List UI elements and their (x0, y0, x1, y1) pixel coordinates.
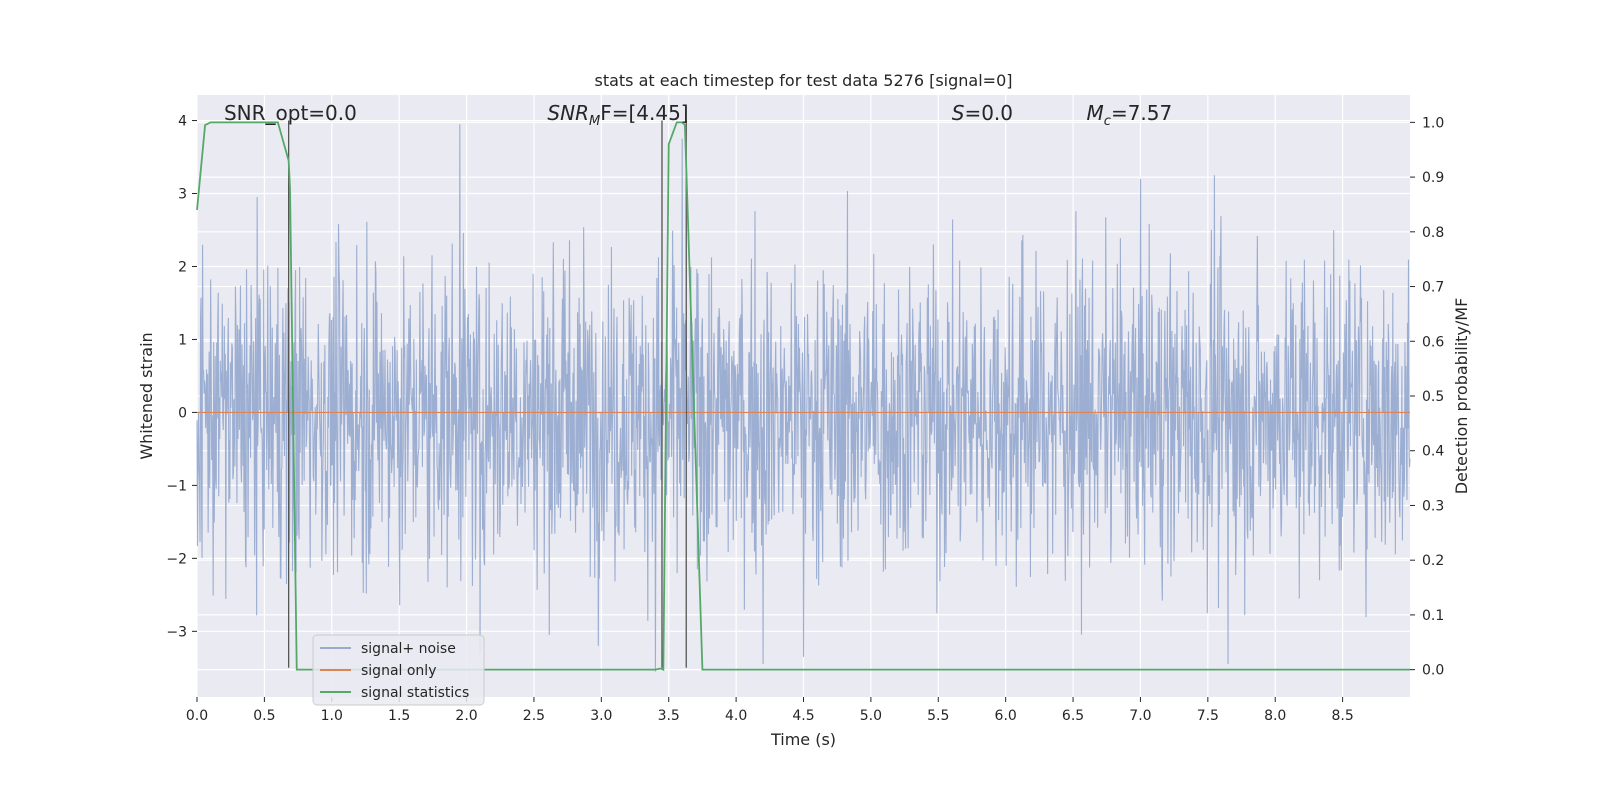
axes-layer: 0.0 0.5 1.0 1.5 2.0 2.5 3.0 3.5 4.0 4.5 5.0 5.5 6.0 6… (166, 114, 1444, 724)
legend-label: signal+ noise (361, 641, 456, 657)
y-left-tick-label: −2 (166, 551, 187, 567)
x-tick-label: 6.0 (995, 708, 1017, 724)
y-left-tick-label: 2 (178, 259, 187, 275)
stat-annotation: SNR_opt=0.0 (224, 101, 357, 125)
annotation-tail: =7.57 (1111, 101, 1172, 125)
y-axis-right-label: Detection probability/MF (1452, 298, 1471, 495)
y-left-tick-label: 0 (178, 405, 187, 421)
x-tick-label: 7.0 (1129, 708, 1151, 724)
x-tick-label: 6.5 (1062, 708, 1084, 724)
x-tick-label: 3.5 (658, 708, 680, 724)
y-left-tick-label: −1 (166, 478, 187, 494)
x-tick-label: 1.5 (388, 708, 410, 724)
annotation-main: S (952, 101, 965, 125)
legend: signal+ noise signal only signal statistic… (312, 634, 485, 706)
y-right-tick-label: 0.2 (1422, 553, 1444, 569)
signal-statistics-line (196, 121, 1410, 671)
marker-lines-layer (287, 120, 687, 668)
x-tick-label: 2.5 (523, 708, 545, 724)
x-tick-label: 2.0 (455, 708, 477, 724)
y-right-tick-label: 0.9 (1422, 170, 1444, 186)
annotation-subscript: c (1104, 114, 1111, 129)
stat-annotation: Mc=7.57 (1087, 101, 1173, 129)
y-right-tick-label: 0.8 (1422, 225, 1444, 241)
legend-box (312, 634, 485, 706)
noise-trace-line (196, 124, 1411, 672)
y-right-tick-label: 0.0 (1422, 663, 1444, 679)
y-right-tick-label: 0.3 (1422, 498, 1444, 514)
y-right-tick-label: 0.1 (1422, 608, 1444, 624)
x-tick-label: 0.5 (253, 708, 275, 724)
y-left-tick-label: 1 (178, 332, 187, 348)
y-right-tick-label: 0.4 (1422, 444, 1444, 460)
annotation-tail: F=[4.45] (600, 101, 688, 125)
stat-annotation: S=0.0 (952, 101, 1013, 125)
x-tick-label: 4.0 (725, 708, 747, 724)
legend-label: signal statistics (361, 685, 469, 701)
x-tick-label: 8.0 (1264, 708, 1286, 724)
y-right-tick-label: 0.5 (1422, 389, 1444, 405)
noise-series-layer (196, 124, 1411, 672)
stat-annotation: SNRMF=[4.45] (547, 101, 688, 129)
x-axis-label: Time (s) (770, 730, 836, 749)
annotation-tail: =0.0 (964, 101, 1013, 125)
chart-title: stats at each timestep for test data 527… (594, 71, 1012, 90)
x-tick-label: 5.5 (927, 708, 949, 724)
y-right-tick-label: 0.6 (1422, 334, 1444, 350)
y-right-tick-label: 1.0 (1422, 115, 1444, 131)
y-left-tick-label: 3 (178, 187, 187, 203)
x-tick-label: 5.0 (860, 708, 882, 724)
x-tick-label: 4.5 (792, 708, 814, 724)
y-right-tick-label: 0.7 (1422, 280, 1444, 296)
annotation-layer: SNR_opt=0.0 SNRMF=[4.45] S=0.0 Mc=7.57 (224, 101, 1172, 129)
annotation-main: M (1087, 101, 1104, 125)
legend-label: signal only (361, 663, 436, 679)
x-tick-label: 3.0 (590, 708, 612, 724)
statistics-series-layer (196, 121, 1410, 671)
x-tick-label: 7.5 (1197, 708, 1219, 724)
x-tick-label: 1.0 (321, 708, 343, 724)
y-left-tick-label: 4 (178, 114, 187, 130)
annotation-subscript: M (589, 114, 600, 129)
x-tick-label: 8.5 (1331, 708, 1353, 724)
x-tick-label: 0.0 (186, 708, 208, 724)
annotation-main: SNR (547, 101, 589, 125)
y-axis-left-label: Whitened strain (137, 332, 156, 459)
y-left-tick-label: −3 (166, 624, 187, 640)
